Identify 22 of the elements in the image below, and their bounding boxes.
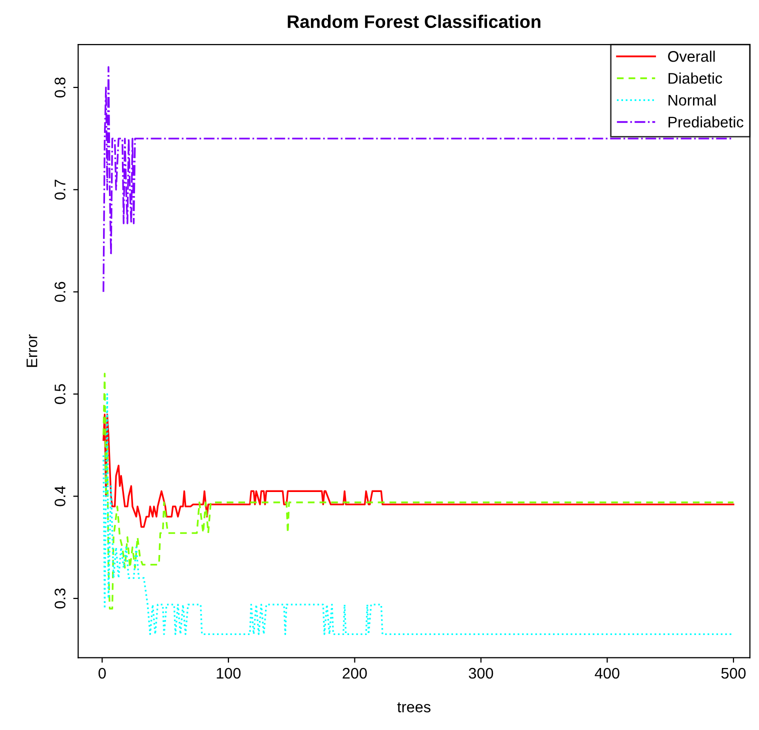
- y-tick-label: 0.5: [54, 384, 66, 404]
- x-tick-label: 500: [721, 668, 746, 679]
- x-tick-label: 0: [98, 668, 106, 679]
- y-tick-label: 0.4: [54, 486, 66, 506]
- x-tick-label: 100: [216, 668, 241, 679]
- line-series: [102, 393, 734, 636]
- line-series: [102, 372, 734, 610]
- chart-title: Random Forest Classification: [288, 14, 540, 28]
- legend-label: Normal: [668, 94, 716, 106]
- x-tick-label: 200: [342, 668, 367, 679]
- x-axis-title: trees: [397, 702, 430, 712]
- y-axis-title: Error: [26, 334, 38, 367]
- line-series: [102, 414, 734, 528]
- legend-label: Diabetic: [668, 72, 722, 84]
- x-tick-label: 400: [594, 668, 620, 679]
- legend-label: Prediabetic: [668, 116, 744, 128]
- y-tick-label: 0.7: [54, 180, 66, 200]
- y-tick-label: 0.3: [54, 588, 66, 608]
- y-tick-label: 0.8: [54, 78, 66, 98]
- legend-label: Overall: [668, 50, 715, 62]
- x-tick-label: 300: [468, 668, 494, 679]
- y-tick-label: 0.6: [54, 282, 66, 302]
